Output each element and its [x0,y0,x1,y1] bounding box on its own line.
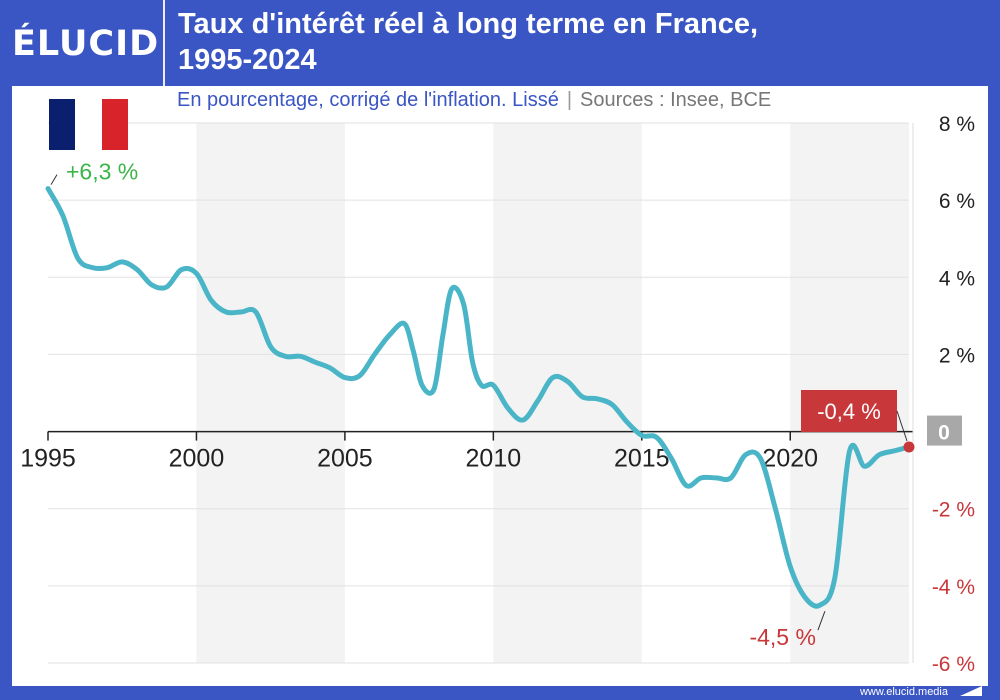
y-tick-label: 2 % [939,344,975,367]
x-tick-label: 2005 [317,445,373,473]
title-line-2: 1995-2024 [178,44,317,76]
france-flag-icon [49,99,128,150]
x-tick-label: 2020 [762,445,818,473]
subtitle: En pourcentage, corrigé de l'inflation. … [177,89,771,112]
x-tick-label: 2010 [466,445,522,473]
chart-title: Taux d'intérêt réel à long terme en Fran… [178,6,978,78]
annotation-min-value: -4,5 % [749,624,815,650]
annotation-leader [817,610,826,631]
line-chart: 1995 2000 2005 2010 2015 2020 8 % 6 % 4 % 2 % 0 -2… [20,113,975,676]
series-line [45,186,912,609]
annotation-end-badge [801,390,897,432]
x-tick-label: 1995 [20,445,76,473]
x-tick-label: 2015 [614,445,670,473]
background-band [493,123,642,663]
background-band [196,123,345,663]
zero-badge [927,415,962,446]
header-divider [163,0,165,86]
elucid-logo: ÉLUCID [12,24,160,64]
x-tick-label: 2000 [169,445,225,473]
annotation-end-value: -0,4 % [817,399,881,424]
annotation-leader [50,174,58,185]
title-line-1: Taux d'intérêt réel à long terme en Fran… [178,8,759,40]
chart-panel: 1995 2000 2005 2010 2015 2020 8 % 6 % 4 % 2 % 0 -2… [12,86,988,686]
annotation-leader [896,410,908,442]
y-tick-label: -4 % [932,576,975,599]
y-tick-label: 0 [938,422,950,445]
elucid-mark-icon [960,686,982,696]
y-tick-label: 4 % [939,267,975,290]
y-tick-label: -2 % [932,499,975,522]
end-point-marker [903,441,915,453]
footer-url: www.elucid.media [859,686,948,698]
y-tick-label: 8 % [939,113,975,136]
y-tick-label: -6 % [932,653,975,676]
subtitle-separator: | [566,89,573,111]
y-tick-label: 6 % [939,190,975,213]
sources-text: Sources : Insee, BCE [580,89,772,111]
header-bar: ÉLUCID Taux d'intérêt réel à long terme … [0,0,1000,86]
annotation-start-value: +6,3 % [66,159,138,185]
subtitle-text: En pourcentage, corrigé de l'inflation. … [177,89,559,111]
